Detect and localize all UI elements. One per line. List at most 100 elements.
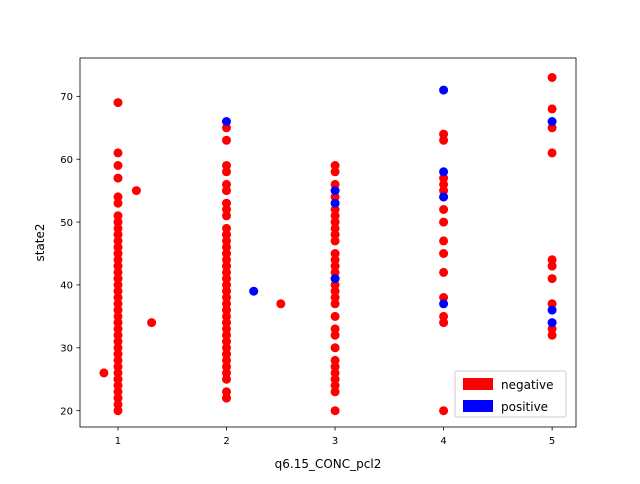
y-tick-label: 30 xyxy=(60,344,73,355)
data-point-negative xyxy=(113,192,123,202)
data-point-negative xyxy=(113,343,123,353)
data-point-negative xyxy=(113,305,123,315)
data-point-negative xyxy=(330,205,340,214)
y-tick-label: 50 xyxy=(60,218,73,229)
data-point-negative xyxy=(222,324,231,334)
data-point-negative xyxy=(439,293,449,302)
data-point-negative xyxy=(330,362,340,372)
data-point-negative xyxy=(330,387,340,397)
data-point-negative xyxy=(113,311,123,321)
data-point-negative xyxy=(222,368,231,378)
data-point-positive xyxy=(439,167,449,177)
data-point-negative xyxy=(113,217,123,227)
y-axis-label: state2 xyxy=(33,223,47,261)
x-tick-label: 4 xyxy=(440,436,446,447)
data-point-negative xyxy=(222,167,231,177)
data-point-negative xyxy=(113,274,123,284)
axes-layer: 1 2 3 4 5 20 30 40 50 60 70 xyxy=(60,57,577,447)
data-point-negative xyxy=(330,381,340,390)
data-point-negative xyxy=(330,299,340,309)
data-point-negative xyxy=(222,349,231,359)
data-point-negative xyxy=(113,393,123,403)
x-tick-label: 1 xyxy=(115,436,121,447)
data-point-negative xyxy=(222,211,231,221)
y-tick-label: 20 xyxy=(60,406,73,417)
data-point-negative xyxy=(113,299,123,309)
data-point-negative xyxy=(131,186,141,196)
data-point-negative xyxy=(147,318,157,328)
data-point-negative xyxy=(439,267,449,277)
data-point-negative xyxy=(330,249,340,258)
data-point-negative xyxy=(330,286,340,296)
data-point-negative xyxy=(222,230,231,240)
data-point-negative xyxy=(113,349,123,359)
data-point-positive xyxy=(222,117,231,126)
data-point-positive xyxy=(439,299,449,309)
data-point-positive xyxy=(330,198,340,208)
data-point-negative xyxy=(113,406,123,416)
data-point-negative xyxy=(547,255,557,265)
data-point-negative xyxy=(222,293,231,302)
data-point-negative xyxy=(222,280,231,290)
data-point-negative xyxy=(113,324,123,334)
data-point-positive xyxy=(439,192,449,202)
data-point-negative xyxy=(113,374,123,384)
data-point-negative xyxy=(222,242,231,252)
y-tick-label: 70 xyxy=(60,92,73,103)
data-point-positive xyxy=(330,186,340,196)
data-point-negative xyxy=(222,255,231,265)
data-point-negative xyxy=(222,387,231,397)
data-point-negative xyxy=(113,236,123,246)
data-point-negative xyxy=(113,337,123,346)
data-point-negative xyxy=(222,274,231,284)
data-point-negative xyxy=(222,374,231,384)
data-point-negative xyxy=(547,330,557,340)
data-point-negative xyxy=(330,261,340,271)
data-point-negative xyxy=(113,211,123,221)
data-point-negative xyxy=(222,179,231,189)
data-point-negative xyxy=(439,129,449,139)
data-point-negative xyxy=(222,161,231,170)
y-tick-label: 40 xyxy=(60,281,73,292)
data-point-positive xyxy=(439,85,449,95)
data-point-negative xyxy=(113,223,123,233)
data-point-negative xyxy=(222,267,231,277)
data-point-negative xyxy=(99,368,109,378)
data-point-negative xyxy=(330,211,340,221)
data-point-negative xyxy=(222,249,231,258)
data-point-negative xyxy=(330,343,340,353)
data-point-negative xyxy=(439,217,449,227)
data-point-negative xyxy=(113,280,123,290)
data-point-negative xyxy=(330,406,340,416)
data-point-negative xyxy=(330,192,340,202)
data-point-negative xyxy=(222,236,231,246)
data-point-negative xyxy=(222,305,231,315)
data-point-negative xyxy=(222,261,231,271)
data-point-positive xyxy=(330,274,340,284)
legend-swatch-negative xyxy=(463,378,493,390)
data-point-negative xyxy=(222,330,231,340)
legend-swatch-positive xyxy=(463,400,493,412)
data-point-negative xyxy=(222,186,231,196)
data-point-negative xyxy=(330,217,340,227)
data-point-negative xyxy=(439,318,449,328)
data-point-negative xyxy=(330,330,340,340)
data-point-negative xyxy=(222,311,231,321)
data-point-negative xyxy=(222,318,231,328)
data-point-negative xyxy=(113,230,123,240)
data-point-negative xyxy=(547,123,557,133)
points-layer xyxy=(99,73,557,416)
data-point-negative xyxy=(439,249,449,258)
data-point-negative xyxy=(330,255,340,265)
data-point-negative xyxy=(113,286,123,296)
data-point-negative xyxy=(222,205,231,214)
legend-label-negative: negative xyxy=(501,378,553,392)
data-point-negative xyxy=(222,355,231,365)
data-point-negative xyxy=(330,179,340,189)
data-point-positive xyxy=(547,117,557,126)
data-point-negative xyxy=(547,324,557,334)
data-point-negative xyxy=(113,198,123,208)
legend: negative positive xyxy=(454,370,567,418)
